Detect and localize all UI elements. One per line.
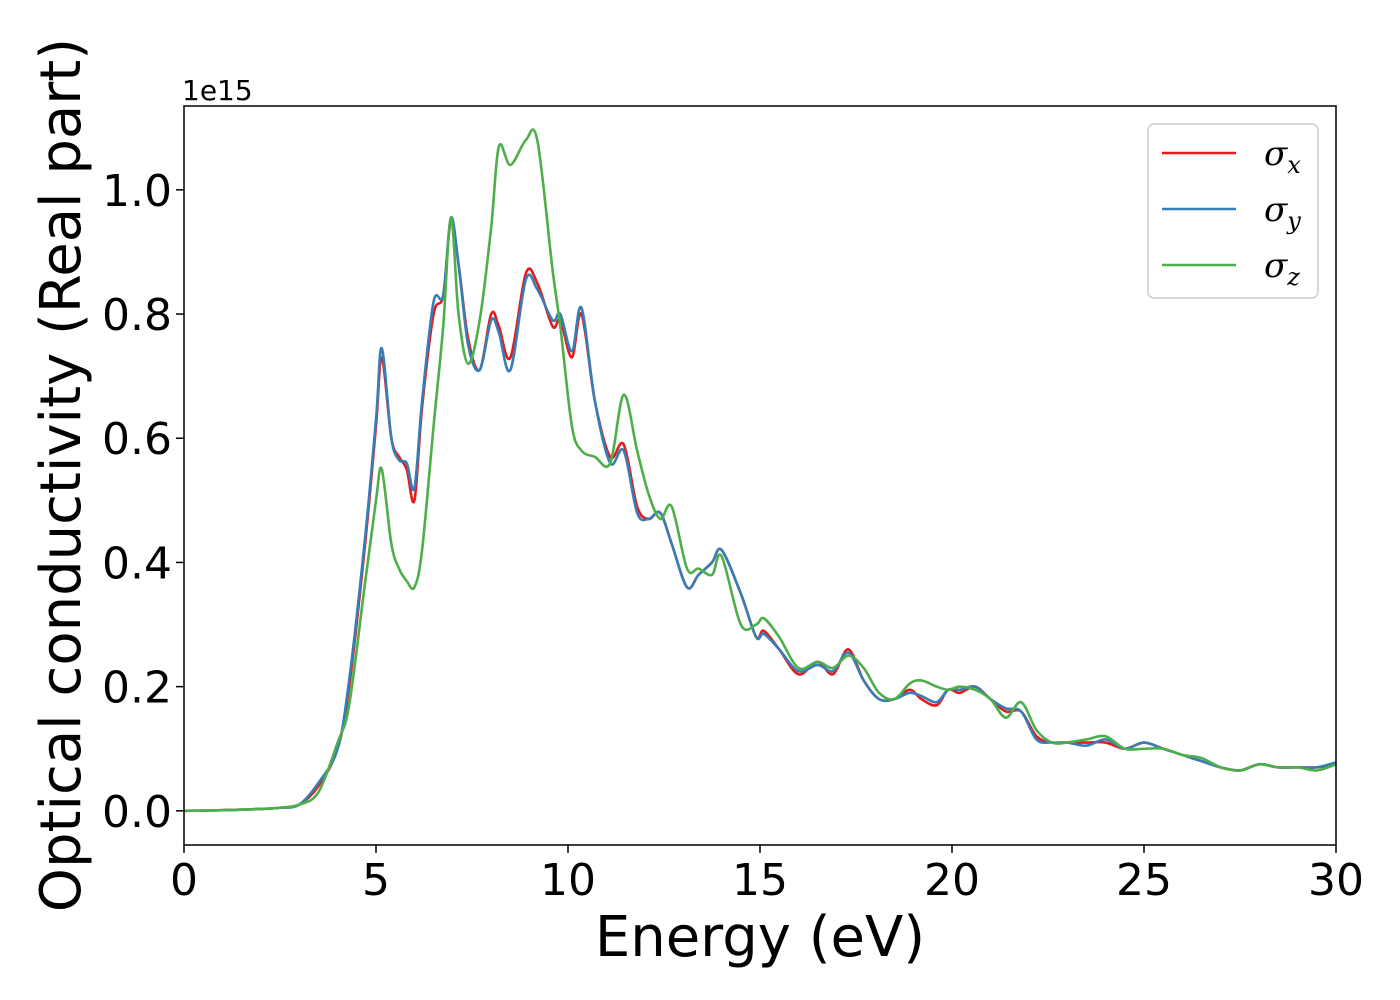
x-axis-ticks: 0 5 10 15 20 25 30 [170,845,1364,906]
x-tick-label: 15 [732,855,788,906]
legend-box [1147,123,1319,299]
legend: σx σy σz [1147,123,1319,299]
legend-label-x: σx [1264,134,1301,179]
series-line-y [184,216,1336,813]
y-axis-label: Optical conductivity (Real part) [29,38,94,912]
series-lines [184,128,1336,813]
x-tick-label: 10 [540,855,596,906]
y-tick-label: 1.0 [102,166,172,217]
y-tick-label: 0.2 [102,663,172,714]
y-offset-label: 1e15 [182,74,253,107]
x-tick-label: 25 [1116,855,1172,906]
legend-label-z: σz [1264,246,1300,291]
y-tick-label: 0.6 [102,414,172,465]
x-tick-label: 30 [1308,855,1364,906]
x-tick-label: 0 [170,855,198,906]
x-tick-label: 20 [924,855,980,906]
y-axis-ticks: 0.0 0.2 0.4 0.6 0.8 1.0 [102,166,184,838]
y-tick-label: 0.4 [102,538,172,589]
y-tick-label: 0.0 [102,787,172,838]
series-line-x [184,219,1336,813]
legend-label-y: σy [1264,190,1301,235]
x-axis-label: Energy (eV) [595,905,925,970]
x-tick-label: 5 [362,855,390,906]
series-line-z [184,128,1336,813]
y-tick-label: 0.8 [102,290,172,341]
